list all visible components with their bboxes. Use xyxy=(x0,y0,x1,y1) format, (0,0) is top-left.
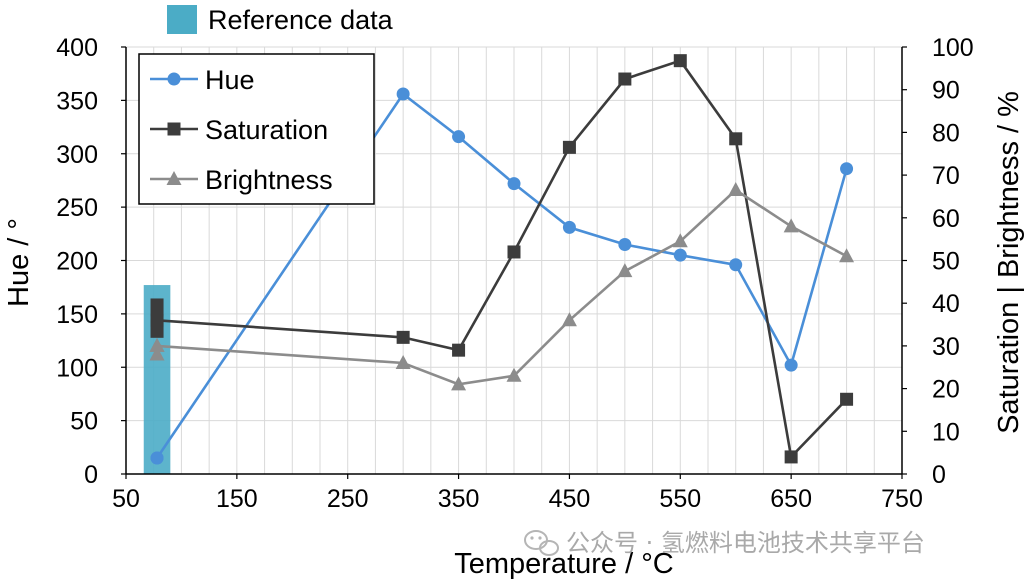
brightness-point xyxy=(395,354,411,369)
watermark-text: 公众号 · 氢燃料电池技术共享平台 xyxy=(566,529,925,557)
y-left-tick-label: 50 xyxy=(70,408,98,436)
brightness-point xyxy=(728,182,744,197)
legend-saturation-label: Saturation xyxy=(205,115,328,145)
x-tick-label: 750 xyxy=(881,485,923,513)
y-left-tick-label: 350 xyxy=(56,87,98,115)
legend-brightness-marker xyxy=(166,171,182,185)
saturation-point xyxy=(396,330,410,344)
brightness-line xyxy=(156,188,848,386)
y-left-tick-label: 250 xyxy=(56,194,98,222)
x-tick-label: 250 xyxy=(327,485,369,513)
brightness-reference-point xyxy=(149,346,165,361)
saturation-point xyxy=(562,140,576,154)
y-right-tick-label: 90 xyxy=(932,77,960,105)
y-axis-left-title: Hue / ° xyxy=(3,218,35,307)
saturation-point xyxy=(452,343,466,357)
y-right-tick-label: 0 xyxy=(932,461,946,489)
brightness-point xyxy=(672,233,688,248)
saturation-point xyxy=(673,54,687,68)
x-axis-title: Temperature / °C xyxy=(454,548,674,580)
y-left-tick-label: 400 xyxy=(56,34,98,62)
x-tick-label: 650 xyxy=(770,485,812,513)
legend-saturation-marker xyxy=(167,122,181,136)
x-tick-label: 50 xyxy=(112,485,140,513)
y-axis-right-title: Saturation | Brightness / % xyxy=(993,91,1025,434)
reference-legend-label: Reference data xyxy=(208,5,394,35)
x-tick-label: 550 xyxy=(659,485,701,513)
x-tick-label: 150 xyxy=(216,485,258,513)
reference-legend-swatch xyxy=(167,5,197,34)
hue-point xyxy=(452,130,466,144)
saturation-point xyxy=(729,132,743,146)
hue-reference-point xyxy=(150,451,164,465)
y-right-tick-label: 80 xyxy=(932,119,960,147)
saturation-point xyxy=(840,392,854,406)
legend-hue-marker xyxy=(167,72,181,86)
hue-line xyxy=(155,92,848,459)
saturation-reference-point xyxy=(150,298,164,317)
hue-point xyxy=(729,258,743,272)
hue-point xyxy=(507,177,521,191)
saturation-point xyxy=(784,450,798,464)
y-right-tick-label: 100 xyxy=(932,34,974,62)
brightness-point xyxy=(506,367,522,382)
hue-point xyxy=(396,87,410,101)
saturation-point xyxy=(618,72,632,86)
y-right-tick-label: 30 xyxy=(932,333,960,361)
x-tick-label: 350 xyxy=(438,485,480,513)
hue-point xyxy=(562,220,576,234)
hue-point xyxy=(784,358,798,372)
wechat-icon xyxy=(524,530,559,556)
y-right-tick-label: 40 xyxy=(932,290,960,318)
saturation-line xyxy=(156,59,848,460)
y-left-tick-label: 300 xyxy=(56,141,98,169)
y-left-tick-label: 0 xyxy=(84,461,98,489)
brightness-reference-point xyxy=(149,337,165,352)
brightness-point xyxy=(617,263,633,278)
y-right-tick-label: 50 xyxy=(932,248,960,276)
watermark: 公众号 · 氢燃料电池技术共享平台 xyxy=(524,529,925,557)
y-right-tick-label: 60 xyxy=(932,205,960,233)
hue-point xyxy=(840,162,854,176)
y-right-tick-label: 70 xyxy=(932,162,960,190)
y-right-tick-label: 20 xyxy=(932,376,960,404)
y-left-tick-label: 150 xyxy=(56,301,98,329)
brightness-point xyxy=(839,248,855,263)
brightness-point xyxy=(561,312,577,327)
brightness-point xyxy=(783,218,799,233)
hue-point xyxy=(673,248,687,262)
brightness-point xyxy=(451,376,467,391)
hue-point xyxy=(618,237,632,251)
saturation-point xyxy=(507,245,521,259)
legend-brightness-label: Brightness xyxy=(205,165,333,195)
legend-hue-label: Hue xyxy=(205,65,255,95)
y-left-tick-label: 200 xyxy=(56,248,98,276)
y-right-tick-label: 10 xyxy=(932,418,960,446)
y-left-tick-label: 100 xyxy=(56,354,98,382)
x-tick-label: 450 xyxy=(549,485,591,513)
saturation-reference-point xyxy=(150,319,164,338)
